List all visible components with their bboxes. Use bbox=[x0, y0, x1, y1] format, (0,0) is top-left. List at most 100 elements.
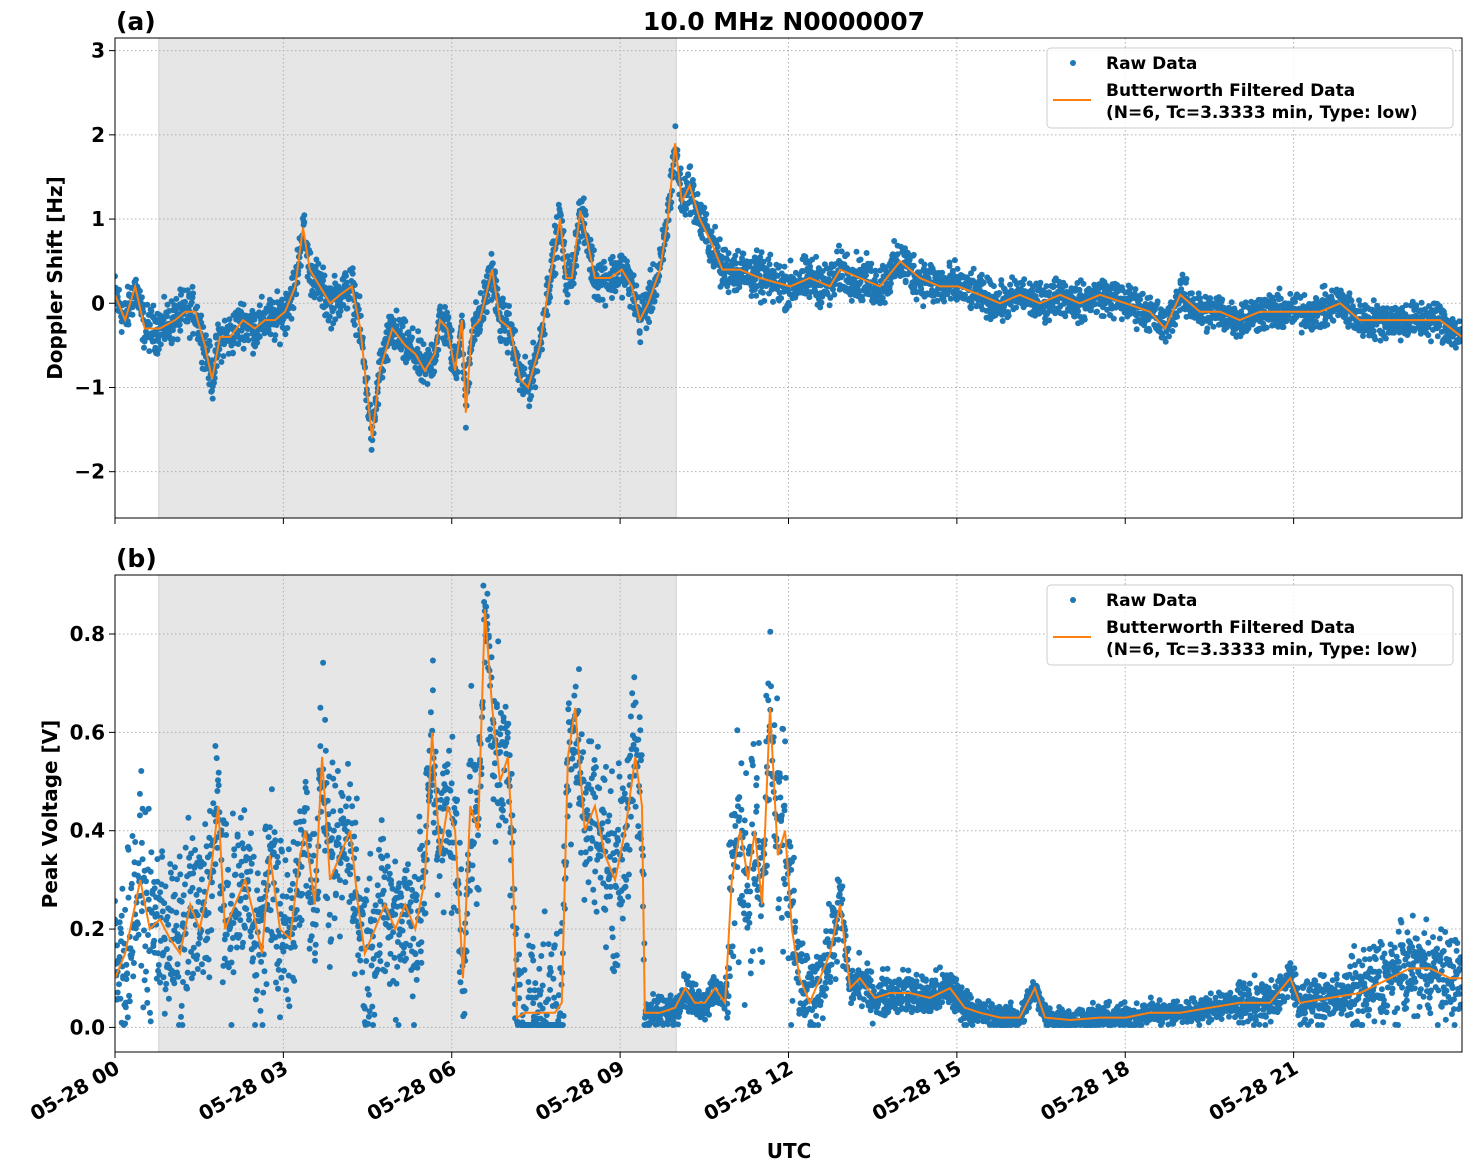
raw-data-point bbox=[353, 918, 360, 924]
raw-data-point bbox=[910, 262, 917, 269]
raw-data-point bbox=[1094, 308, 1100, 315]
raw-data-point bbox=[1019, 281, 1026, 288]
raw-data-point bbox=[254, 870, 261, 877]
raw-data-point bbox=[332, 316, 339, 323]
raw-data-point bbox=[351, 321, 358, 328]
raw-data-point bbox=[182, 844, 189, 851]
raw-data-point bbox=[161, 293, 168, 300]
raw-data-point bbox=[150, 302, 157, 309]
raw-data-point bbox=[173, 922, 180, 929]
raw-data-point bbox=[530, 377, 537, 384]
raw-data-point bbox=[857, 256, 864, 263]
raw-data-point bbox=[503, 316, 510, 323]
raw-data-point bbox=[826, 302, 833, 309]
raw-data-point bbox=[587, 236, 594, 243]
raw-data-point bbox=[285, 996, 292, 1003]
raw-data-point bbox=[147, 1009, 153, 1016]
raw-data-point bbox=[392, 858, 399, 865]
raw-data-point bbox=[609, 295, 615, 301]
raw-data-point bbox=[708, 228, 715, 235]
raw-data-point bbox=[194, 303, 201, 310]
raw-data-point bbox=[162, 986, 169, 993]
raw-data-point bbox=[233, 944, 240, 951]
raw-data-point bbox=[143, 878, 149, 885]
raw-data-point bbox=[160, 974, 167, 981]
raw-data-point bbox=[184, 969, 191, 976]
raw-data-point bbox=[758, 249, 765, 256]
raw-data-point bbox=[272, 837, 279, 844]
raw-data-point bbox=[182, 881, 188, 888]
raw-data-point bbox=[1076, 286, 1083, 293]
raw-data-point bbox=[378, 817, 385, 824]
raw-data-point bbox=[186, 335, 193, 341]
raw-data-point bbox=[198, 359, 205, 366]
raw-data-point bbox=[480, 316, 487, 323]
raw-data-point bbox=[353, 795, 360, 802]
raw-data-point bbox=[277, 900, 283, 907]
raw-data-point bbox=[266, 824, 273, 831]
raw-data-point bbox=[407, 899, 414, 906]
raw-data-point bbox=[287, 887, 294, 894]
raw-data-point bbox=[306, 889, 312, 896]
raw-data-point bbox=[521, 365, 528, 372]
y-tick-label: 1 bbox=[91, 207, 105, 231]
raw-data-point bbox=[225, 866, 232, 873]
raw-data-point bbox=[371, 1011, 378, 1018]
raw-data-point bbox=[345, 760, 351, 767]
raw-data-point bbox=[415, 328, 422, 335]
raw-data-point bbox=[218, 359, 225, 365]
raw-data-point bbox=[303, 882, 310, 889]
raw-data-point bbox=[1037, 279, 1044, 286]
raw-data-point bbox=[135, 931, 142, 938]
raw-data-point bbox=[322, 716, 329, 723]
raw-data-point bbox=[1162, 338, 1169, 345]
raw-data-point bbox=[283, 893, 290, 900]
raw-data-point bbox=[1137, 296, 1144, 303]
raw-data-point bbox=[288, 315, 295, 322]
raw-data-point bbox=[274, 853, 281, 860]
raw-data-point bbox=[167, 869, 174, 876]
raw-data-point bbox=[161, 1010, 168, 1017]
raw-data-point bbox=[714, 243, 721, 250]
raw-data-point bbox=[352, 819, 359, 826]
raw-data-point bbox=[394, 963, 401, 970]
raw-data-point bbox=[256, 302, 263, 309]
raw-data-point bbox=[386, 870, 393, 877]
raw-data-point bbox=[118, 930, 125, 937]
raw-data-point bbox=[144, 986, 151, 993]
raw-data-point bbox=[564, 253, 571, 260]
raw-data-point bbox=[343, 272, 349, 279]
raw-data-point bbox=[282, 331, 289, 338]
raw-data-point bbox=[1356, 297, 1362, 304]
raw-data-point bbox=[1110, 315, 1117, 322]
raw-data-point bbox=[649, 305, 656, 312]
raw-data-point bbox=[331, 915, 338, 922]
raw-data-point bbox=[346, 294, 353, 301]
panel-b-label: (b) bbox=[116, 544, 157, 573]
raw-data-point bbox=[767, 251, 774, 258]
raw-data-point bbox=[347, 781, 354, 788]
raw-data-point bbox=[132, 276, 139, 283]
raw-data-point bbox=[1301, 292, 1308, 298]
raw-data-point bbox=[442, 304, 448, 310]
raw-data-point bbox=[1139, 290, 1146, 297]
raw-data-point bbox=[1118, 316, 1125, 323]
raw-data-point bbox=[234, 831, 241, 838]
raw-data-point bbox=[609, 253, 616, 260]
raw-data-point bbox=[277, 341, 283, 348]
raw-data-point bbox=[275, 985, 281, 992]
raw-data-point bbox=[339, 793, 346, 799]
raw-data-point bbox=[247, 868, 254, 875]
raw-data-point bbox=[116, 981, 122, 988]
raw-data-point bbox=[307, 249, 314, 256]
raw-data-point bbox=[859, 297, 866, 304]
raw-data-point bbox=[283, 987, 290, 994]
raw-data-point bbox=[534, 368, 541, 375]
raw-data-point bbox=[273, 943, 280, 950]
raw-data-point bbox=[339, 894, 345, 901]
raw-data-point bbox=[409, 325, 416, 332]
legend-entry: Butterworth Filtered Data bbox=[1106, 81, 1355, 101]
raw-data-point bbox=[257, 1007, 264, 1014]
raw-data-point bbox=[844, 251, 851, 258]
raw-data-point bbox=[220, 353, 227, 360]
